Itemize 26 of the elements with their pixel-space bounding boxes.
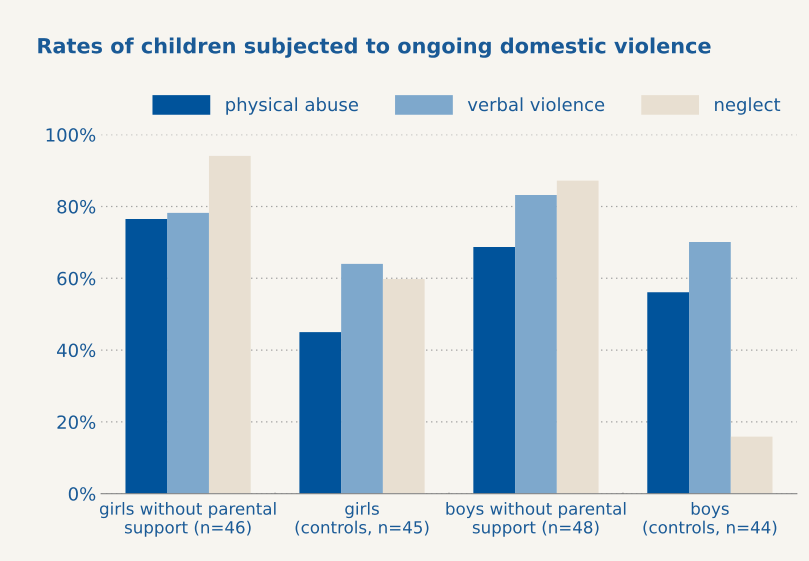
bar (299, 332, 342, 494)
y-tick-label: 80% (57, 200, 96, 214)
x-tick-label: girls without parental support (n=46) (100, 502, 276, 537)
y-tick-label: 60% (57, 272, 96, 286)
bar (556, 180, 599, 494)
bar (208, 156, 251, 494)
bar (473, 247, 516, 494)
y-tick-label: 100% (46, 128, 96, 142)
y-tick-label: 0% (68, 487, 96, 501)
legend-label: verbal violence (468, 97, 604, 112)
bar (647, 292, 690, 494)
bar (167, 212, 209, 494)
bar (730, 436, 773, 494)
chart-title: Rates of children subjected to ongoing domestic violence (38, 37, 711, 58)
bar (341, 264, 383, 494)
x-tick-label: girls (controls, n=45) (296, 502, 428, 536)
bar (382, 278, 425, 494)
bar (125, 219, 168, 494)
y-tick-label: 40% (57, 344, 96, 358)
x-tick-label: boys (controls, n=44) (643, 502, 776, 536)
legend-label: physical abuse (226, 97, 358, 115)
y-tick-label: 20% (57, 415, 96, 429)
bar (689, 242, 731, 494)
bar (515, 194, 557, 494)
legend-label: neglect (715, 97, 780, 115)
x-tick-label: boys without parental support (n=48) (446, 502, 626, 537)
